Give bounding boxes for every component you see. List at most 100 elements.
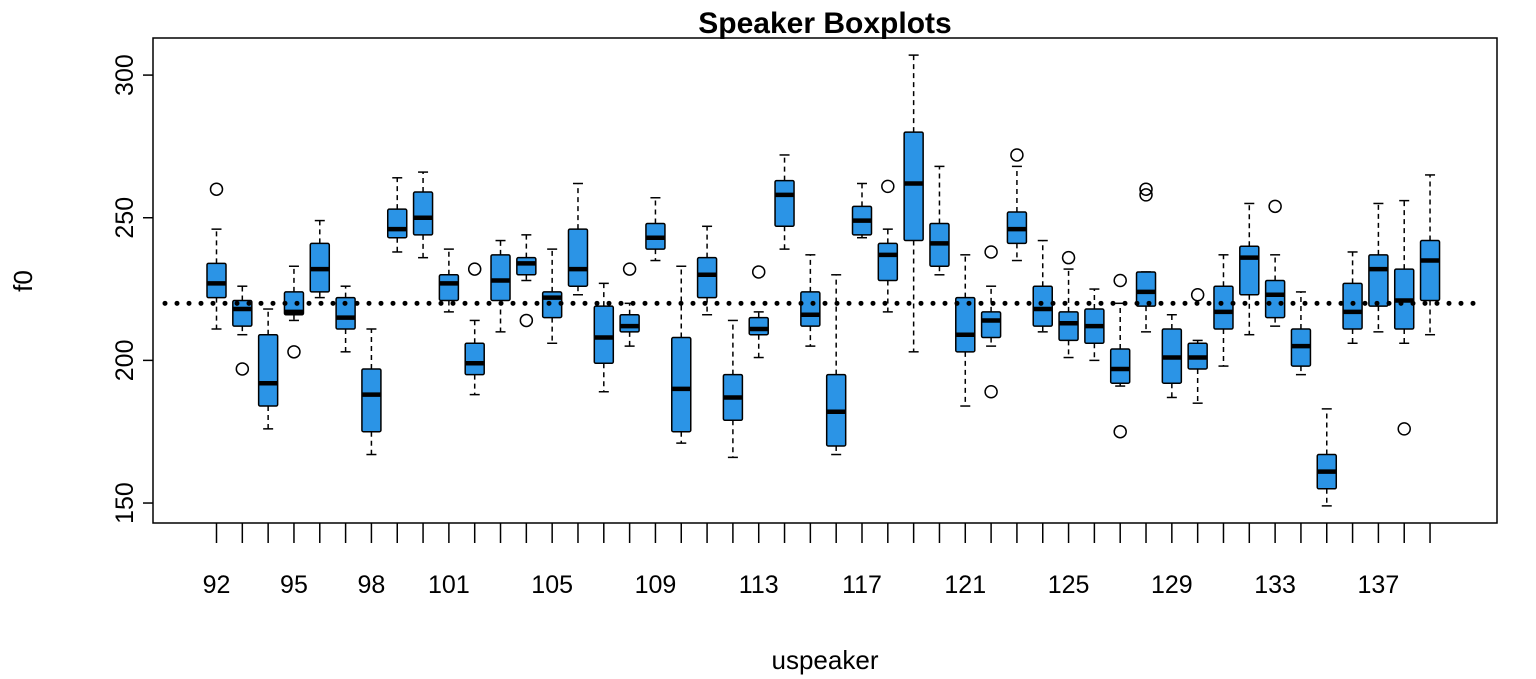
box-iqr <box>361 368 382 433</box>
box-iqr <box>206 262 227 299</box>
box-92 <box>206 182 227 330</box>
box-iqr <box>774 179 795 228</box>
box-130 <box>1187 288 1208 404</box>
box-113 <box>748 265 769 359</box>
box-iqr <box>800 291 821 327</box>
y-tick-label: 200 <box>111 340 139 382</box>
box-iqr <box>619 313 640 333</box>
box-129 <box>1161 313 1183 399</box>
box-96 <box>309 219 331 299</box>
box-121 <box>955 254 976 407</box>
box-iqr <box>903 131 924 242</box>
outlier-point <box>1010 148 1024 162</box>
box-97 <box>335 285 356 353</box>
box-iqr <box>748 316 769 336</box>
outlier-point <box>622 262 637 276</box>
box-106 <box>567 182 589 296</box>
outlier-point <box>1268 199 1282 214</box>
x-tick-label: 95 <box>280 571 308 599</box>
box-110 <box>671 265 692 444</box>
box-138 <box>1393 199 1415 436</box>
box-115 <box>800 254 821 347</box>
box-iqr <box>980 311 1002 339</box>
box-iqr <box>593 305 615 364</box>
box-iqr <box>438 274 460 302</box>
outlier-point <box>1190 288 1205 302</box>
box-iqr <box>696 256 718 299</box>
box-118 <box>877 179 899 313</box>
box-iqr <box>516 256 537 276</box>
outlier-point <box>1139 188 1153 202</box>
box-iqr <box>1368 254 1389 307</box>
box-105 <box>541 248 563 345</box>
box-100 <box>412 171 434 259</box>
x-axis-label: uspeaker <box>772 645 879 675</box>
box-iqr <box>1239 245 1260 296</box>
outlier-point <box>209 182 224 196</box>
box-133 <box>1264 199 1286 327</box>
box-123 <box>1006 148 1028 262</box>
box-134 <box>1290 291 1312 376</box>
y-axis-label: f0 <box>8 270 38 292</box>
plot-area: 150 200 250 300 92 95 98 101 105 109 113 117 121 125 1… <box>111 37 1498 599</box>
y-tick-label: 250 <box>111 197 139 239</box>
box-iqr <box>1264 279 1286 319</box>
box-iqr <box>257 333 279 407</box>
box-132 <box>1239 202 1260 336</box>
x-tick-label: 113 <box>739 571 779 599</box>
x-tick-label: 98 <box>358 571 386 599</box>
box-111 <box>696 225 718 316</box>
box-iqr <box>490 254 511 302</box>
box-iqr <box>1342 282 1363 330</box>
box-99 <box>386 177 408 253</box>
box-122 <box>980 245 1002 399</box>
box-iqr <box>1419 239 1441 302</box>
outlier-point <box>235 362 250 376</box>
box-128 <box>1135 182 1157 333</box>
outlier-point <box>751 265 766 279</box>
box-116 <box>825 274 847 456</box>
box-139 <box>1419 174 1441 336</box>
outlier-point <box>984 245 998 259</box>
box-114 <box>774 154 795 250</box>
x-tick-label: 105 <box>531 571 573 599</box>
chart-title: Speaker Boxplots <box>698 7 951 40</box>
x-tick-label: 129 <box>1151 571 1193 599</box>
box-iqr <box>1213 285 1234 330</box>
x-tick-label: 117 <box>842 571 882 599</box>
x-tick-label: 109 <box>635 571 677 599</box>
box-iqr <box>1135 271 1157 307</box>
x-tick-label: 125 <box>1048 571 1090 599</box>
box-126 <box>1084 288 1105 362</box>
box-117 <box>851 182 873 239</box>
box-iqr <box>671 336 692 433</box>
box-95 <box>283 265 305 359</box>
box-137 <box>1368 202 1389 333</box>
box-124 <box>1032 239 1053 333</box>
box-135 <box>1316 408 1338 507</box>
box-iqr <box>1109 348 1131 384</box>
outlier-point <box>1061 250 1076 265</box>
outlier-point <box>1139 182 1153 196</box>
box-131 <box>1213 254 1234 367</box>
box-93 <box>232 285 253 376</box>
box-120 <box>929 165 950 276</box>
box-iqr <box>877 242 899 282</box>
box-iqr <box>464 342 485 376</box>
y-tick-label: 300 <box>111 54 139 96</box>
outlier-point <box>1113 273 1127 288</box>
outlier-point <box>1397 422 1411 436</box>
box-108 <box>619 262 640 347</box>
outlier-point <box>1113 424 1127 439</box>
box-127 <box>1109 273 1131 439</box>
box-iqr <box>1032 285 1053 327</box>
plot-frame <box>152 37 1498 524</box>
box-136 <box>1342 251 1363 345</box>
outlier-point <box>287 345 301 359</box>
box-iqr <box>386 208 408 239</box>
outlier-point <box>984 385 998 399</box>
box-119 <box>903 54 924 353</box>
x-tick-label: 133 <box>1254 571 1296 599</box>
